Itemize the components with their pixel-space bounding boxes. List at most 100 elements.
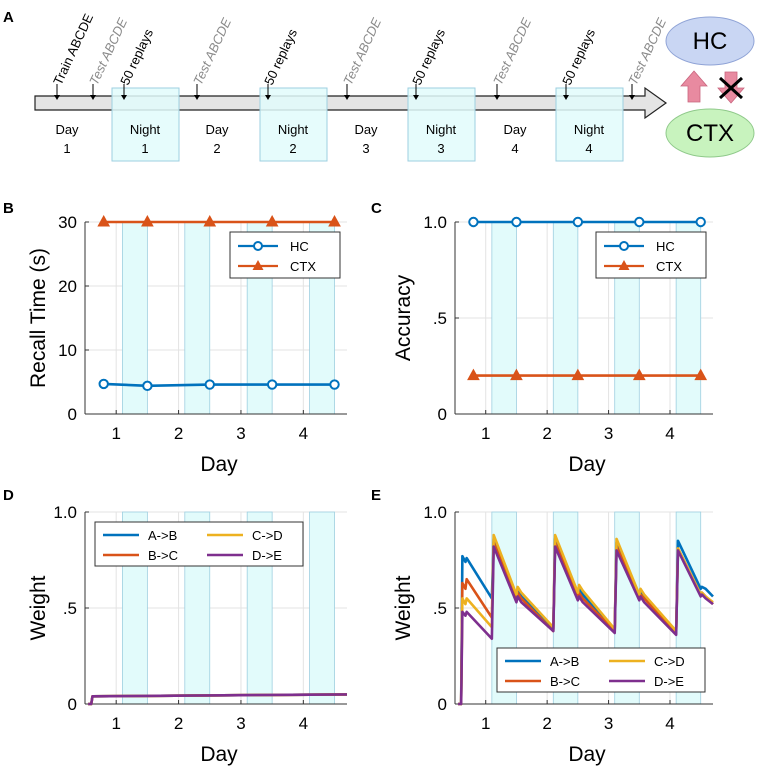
data-point — [97, 214, 111, 227]
night-label-1: Night — [130, 122, 161, 137]
legend-marker — [619, 241, 629, 251]
legend-label: CTX — [290, 259, 316, 274]
event-label: 50 replays — [559, 26, 598, 87]
legend-label: C->D — [654, 654, 685, 669]
x-axis-label: Day — [568, 453, 606, 476]
panel-letter-e: E — [371, 487, 381, 504]
y-axis-label: Recall Time (s) — [27, 248, 50, 388]
down-arrowhead-icon — [413, 95, 419, 100]
timeline-event: Test ABCDE — [190, 15, 234, 100]
data-point — [203, 214, 217, 227]
data-point — [511, 216, 522, 228]
night-box-3 — [407, 87, 476, 162]
y-tick-label: .5 — [433, 599, 447, 618]
night-num-2: 2 — [289, 141, 296, 156]
x-tick-label: 4 — [665, 424, 674, 443]
legend: HC CTX — [595, 231, 707, 279]
event-label: Test ABCDE — [340, 15, 384, 87]
chart-e: 0 .5 1.0 1 2 3 4 Day Weight A->B B->C C->D D->E — [392, 503, 714, 766]
event-label: Test ABCDE — [490, 15, 534, 87]
chart-b: 0 10 20 30 1 2 3 4 Day Recall Time (s) HC CTX — [27, 213, 347, 476]
data-point — [141, 214, 154, 227]
data-point — [142, 380, 153, 392]
data-point — [632, 368, 646, 381]
y-axis-label: Weight — [27, 575, 50, 640]
day-label-3: Day — [354, 122, 378, 137]
timeline-event: Test ABCDE — [490, 15, 534, 100]
night-label-3: Night — [426, 122, 457, 137]
event-label: 50 replays — [409, 26, 448, 87]
event-label: Test ABCDE — [190, 15, 234, 87]
legend-label: C->D — [252, 528, 283, 543]
panel-letter-d: D — [3, 487, 14, 504]
y-tick-label: .5 — [433, 309, 447, 328]
chart-c: 0 .5 1.0 1 2 3 4 Day Accuracy HC CTX — [392, 213, 713, 476]
legend-label: D->E — [252, 548, 282, 563]
legend-box — [94, 521, 304, 567]
data-point — [468, 216, 479, 228]
data-point — [329, 379, 340, 390]
ctx-ellipse — [665, 108, 755, 158]
up-arrow-icon — [680, 70, 708, 103]
down-arrowhead-icon — [494, 95, 500, 100]
down-arrowhead-icon — [344, 95, 350, 100]
down-arrowhead-icon — [563, 95, 569, 100]
day-num-2: 2 — [213, 141, 220, 156]
y-tick-label: 0 — [438, 405, 447, 424]
series-ctx — [97, 214, 341, 227]
series-ctx — [467, 368, 708, 381]
y-tick-label: 0 — [68, 695, 77, 714]
x-tick-label: 3 — [236, 424, 245, 443]
y-tick-label: 20 — [58, 277, 77, 296]
legend-label: A->B — [550, 654, 579, 669]
y-tick-label: 10 — [58, 341, 77, 360]
hc-label: HC — [693, 28, 728, 55]
y-axis-label: Weight — [392, 575, 415, 640]
x-tick-label: 3 — [604, 714, 613, 733]
legend-label: A->B — [148, 528, 177, 543]
night-box-1 — [111, 87, 180, 162]
x-tick-label: 2 — [542, 714, 551, 733]
night-box-2 — [259, 87, 328, 162]
y-tick-label: 1.0 — [423, 503, 447, 522]
y-tick-label: 1.0 — [423, 213, 447, 232]
hc-ellipse — [665, 16, 755, 66]
data-point — [634, 216, 645, 228]
event-label: Test ABCDE — [625, 15, 669, 87]
data-point — [695, 216, 706, 228]
x-tick-label: 3 — [236, 714, 245, 733]
down-arrowhead-icon — [194, 95, 200, 100]
timeline-events: Train ABCDE Test ABCDE 50 replays Test ABCD… — [50, 11, 669, 100]
series-line — [458, 545, 714, 706]
legend-box — [496, 647, 706, 693]
down-arrowhead-icon — [54, 95, 60, 100]
x-tick-label: 3 — [604, 424, 613, 443]
legend-label: B->C — [550, 674, 580, 689]
panel-letter-a: A — [3, 9, 14, 26]
night-label-2: Night — [278, 122, 309, 137]
night-band — [122, 221, 148, 415]
x-tick-label: 2 — [174, 424, 183, 443]
day-label-4: Day — [503, 122, 527, 137]
night-band — [309, 511, 335, 705]
day-num-1: 1 — [63, 141, 70, 156]
legend-label: CTX — [656, 259, 682, 274]
legend-marker — [618, 260, 630, 270]
y-tick-label: 30 — [58, 213, 77, 232]
series-line — [88, 693, 348, 706]
night-num-1: 1 — [141, 141, 148, 156]
x-tick-label: 2 — [174, 714, 183, 733]
legend-label: B->C — [148, 548, 178, 563]
y-tick-label: .5 — [63, 599, 77, 618]
data-point — [572, 216, 584, 228]
legend: A->B B->C C->D D->E — [496, 647, 706, 693]
day-num-3: 3 — [362, 141, 369, 156]
y-axis-label: Accuracy — [392, 274, 415, 361]
x-tick-label: 4 — [665, 714, 674, 733]
night-band — [552, 221, 579, 415]
legend-label: D->E — [654, 674, 684, 689]
x-tick-label: 1 — [481, 714, 490, 733]
x-tick-label: 4 — [299, 714, 308, 733]
x-axis-label: Day — [200, 453, 238, 476]
